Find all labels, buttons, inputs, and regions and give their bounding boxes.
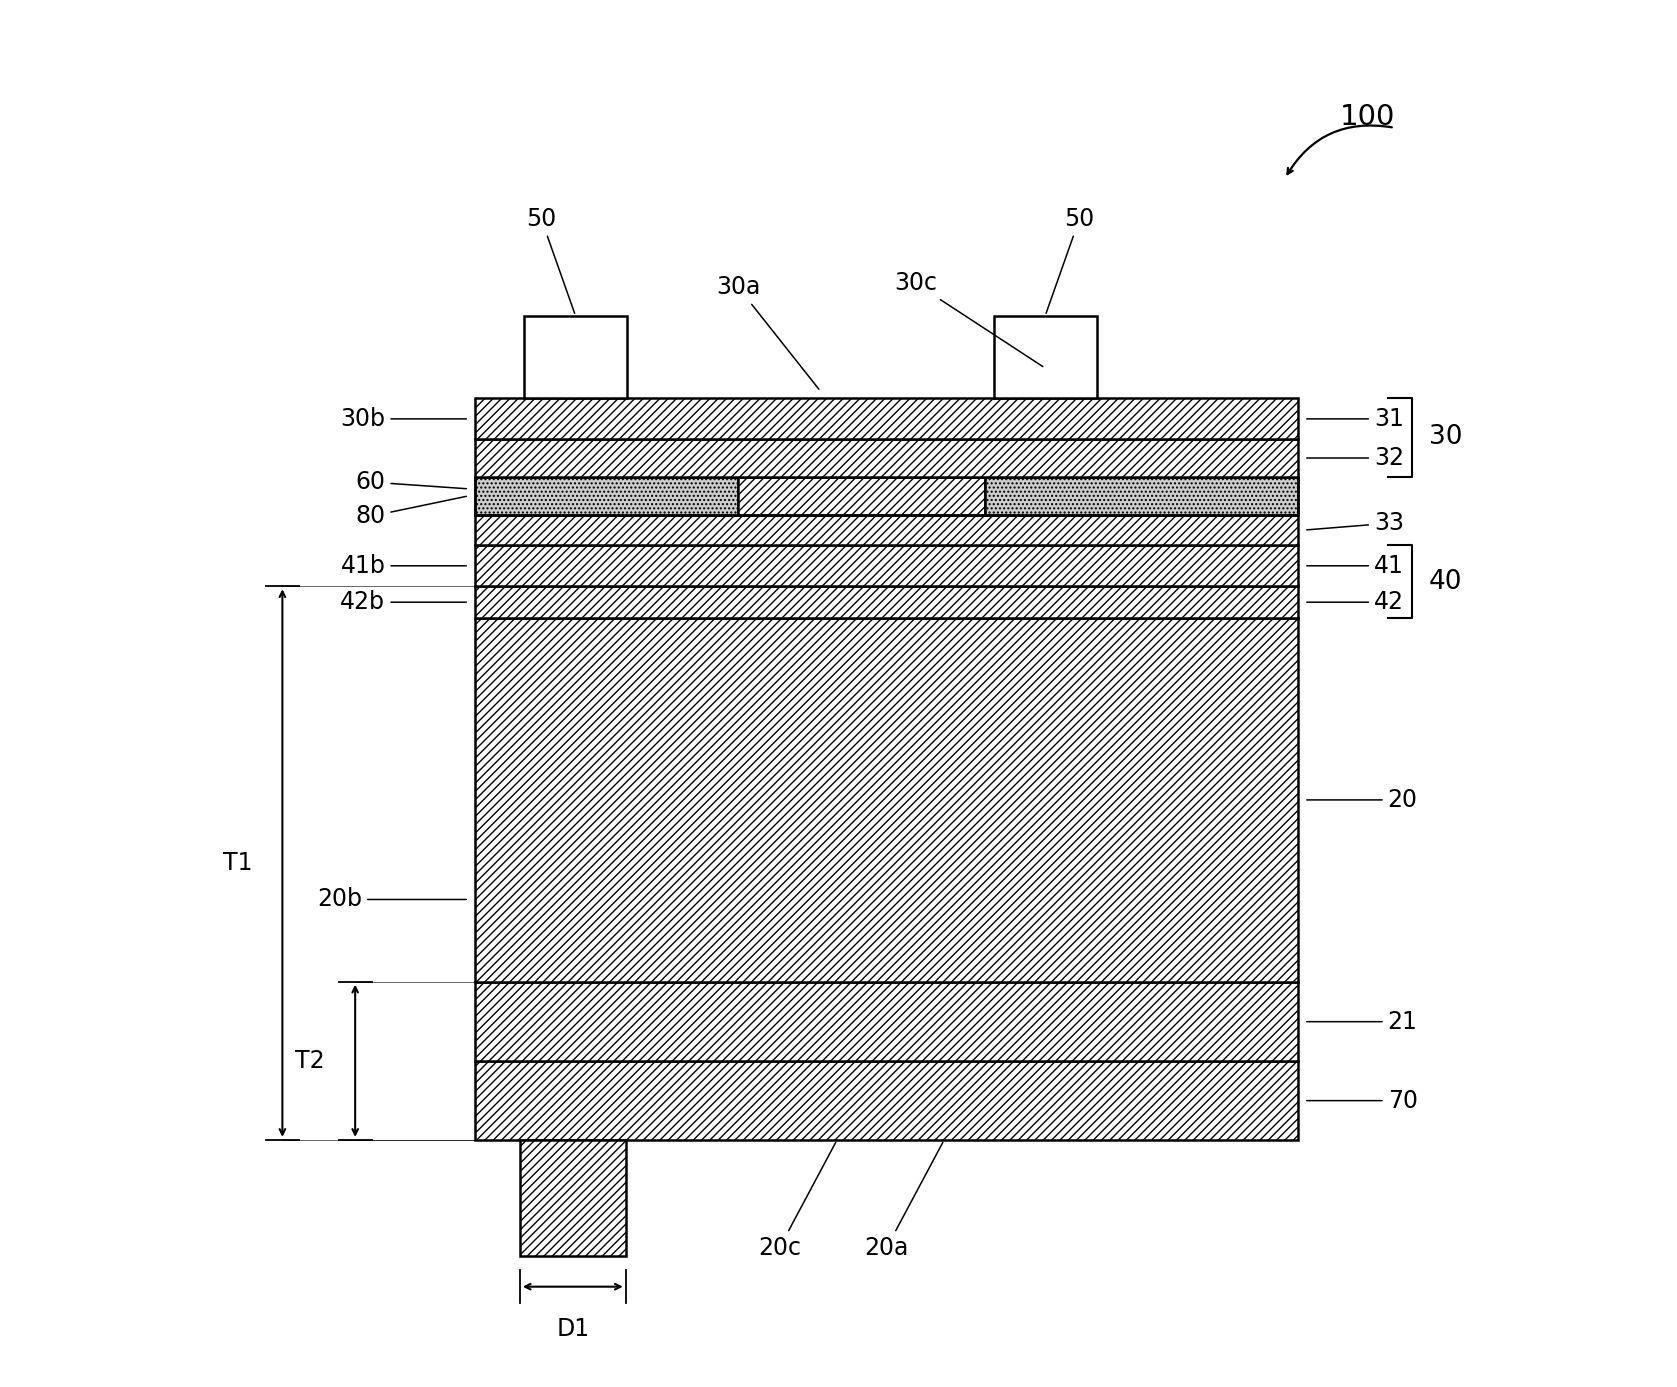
Bar: [475, 515, 1298, 545]
Bar: [523, 316, 627, 398]
Bar: [475, 1061, 1298, 1140]
Text: 20c: 20c: [758, 1143, 835, 1259]
Text: T2: T2: [295, 1049, 325, 1072]
Text: 33: 33: [1306, 512, 1404, 535]
Text: 100: 100: [1340, 103, 1395, 130]
Text: T1: T1: [223, 852, 252, 875]
Text: 30: 30: [1429, 424, 1462, 451]
Text: 32: 32: [1306, 447, 1404, 470]
Text: 60: 60: [356, 470, 466, 494]
Bar: [994, 316, 1097, 398]
Text: 30c: 30c: [894, 272, 1043, 366]
Text: 42b: 42b: [340, 591, 466, 614]
Bar: [475, 619, 1298, 982]
Bar: [738, 477, 986, 515]
Bar: [475, 982, 1298, 1061]
Text: 70: 70: [1306, 1089, 1417, 1112]
Text: 50: 50: [527, 207, 575, 313]
Text: 42: 42: [1306, 591, 1404, 614]
Bar: [986, 477, 1298, 515]
Bar: [475, 477, 738, 515]
Text: 50: 50: [1046, 207, 1095, 313]
Bar: [475, 545, 1298, 587]
Bar: [475, 587, 1298, 619]
Text: 30a: 30a: [716, 276, 818, 390]
Text: 80: 80: [356, 497, 466, 528]
Text: 40: 40: [1429, 569, 1462, 595]
Bar: [475, 477, 1298, 515]
Bar: [520, 1140, 626, 1257]
Text: 30b: 30b: [340, 406, 466, 431]
Text: D1: D1: [557, 1316, 589, 1341]
Text: 21: 21: [1306, 1010, 1417, 1033]
Text: 20a: 20a: [864, 1143, 942, 1259]
Bar: [475, 398, 1298, 440]
Text: 41: 41: [1306, 553, 1404, 578]
Text: 20b: 20b: [317, 888, 466, 911]
Text: 41b: 41b: [340, 553, 466, 578]
Text: 31: 31: [1306, 406, 1404, 431]
Text: 20: 20: [1306, 788, 1417, 811]
Bar: [475, 440, 1298, 477]
